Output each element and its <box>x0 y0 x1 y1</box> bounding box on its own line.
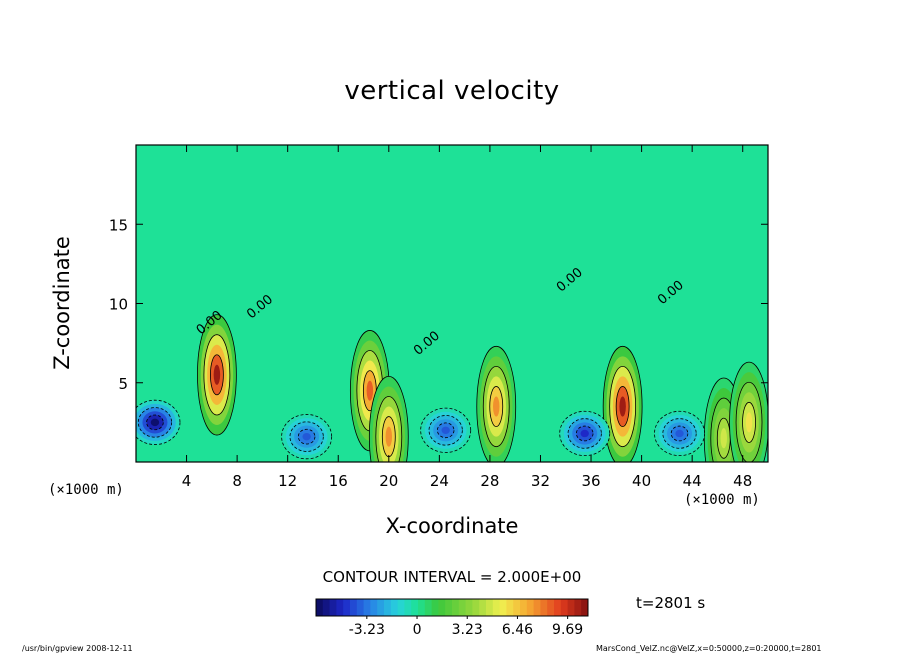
colorbar-tick-label: 9.69 <box>552 622 583 638</box>
colorbar-swatch <box>506 599 514 616</box>
colorbar-tick-label: -3.23 <box>349 622 385 638</box>
colorbar-swatch <box>397 599 405 616</box>
chart-title: vertical velocity <box>344 76 560 106</box>
colorbar-swatch <box>567 599 575 616</box>
colorbar-swatch <box>363 599 371 616</box>
velocity-cell <box>281 414 333 460</box>
x-tick-label: 16 <box>329 472 348 490</box>
velocity-cell <box>602 345 643 462</box>
velocity-cell <box>654 410 705 457</box>
x-tick-label: 20 <box>379 472 398 490</box>
footer-command: /usr/bin/gpview 2008-12-11 <box>22 644 133 653</box>
x-tick-label: 32 <box>531 472 550 490</box>
colorbar-swatch <box>316 599 324 616</box>
x-tick-label: 44 <box>683 472 702 490</box>
colorbar-swatch <box>418 599 426 616</box>
x-tick-label: 24 <box>430 472 449 490</box>
plot-area: 0.000.000.000.00 0.00 <box>136 145 768 462</box>
colorbar-swatch <box>445 599 453 616</box>
colorbar-swatch <box>411 599 419 616</box>
colorbar-swatch <box>499 599 507 616</box>
colorbar-swatch <box>581 599 589 616</box>
x-tick-label: 4 <box>182 472 192 490</box>
colorbar-swatch <box>479 599 487 616</box>
colorbar-swatch <box>472 599 480 616</box>
colorbar-swatch <box>540 599 548 616</box>
colorbar-swatch <box>329 599 337 616</box>
colorbar-swatch <box>492 599 501 616</box>
colorbar: -3.23 0 3.23 6.46 9.69 <box>315 598 589 638</box>
colorbar-tick-label: 0 <box>413 622 422 638</box>
colorbar-swatch <box>526 599 535 616</box>
x-tick-label: 12 <box>278 472 297 490</box>
colorbar-swatch <box>560 599 569 616</box>
velocity-cell <box>368 376 409 462</box>
colorbar-swatch <box>458 599 467 616</box>
colorbar-swatch <box>547 599 555 616</box>
y-tick-label: 10 <box>109 296 128 314</box>
x-tick-label: 48 <box>733 472 752 490</box>
colorbar-swatch <box>486 599 494 616</box>
x-unit-label-right: (×1000 m) <box>684 492 760 508</box>
x-tick-label: 28 <box>480 472 499 490</box>
footer-source: MarsCond_VelZ.nc@VelZ,x=0:50000,z=0:2000… <box>596 644 822 653</box>
y-tick-label: 15 <box>109 216 128 234</box>
x-axis-label: X-coordinate <box>385 514 519 538</box>
velocity-cell <box>476 345 517 462</box>
velocity-cell <box>559 410 611 457</box>
colorbar-swatch <box>384 599 392 616</box>
colorbar-swatch <box>377 599 385 616</box>
x-tick-label: 8 <box>232 472 242 490</box>
time-label: t=2801 s <box>636 594 706 612</box>
colorbar-swatch <box>574 599 582 616</box>
colorbar-swatch <box>322 599 331 616</box>
colorbar-swatch <box>431 599 439 616</box>
velocity-cell <box>197 314 237 436</box>
velocity-cell <box>136 399 181 445</box>
colorbar-swatch <box>533 599 541 616</box>
colorbar-swatch <box>356 599 365 616</box>
colorbar-swatch <box>336 599 344 616</box>
x-tick-label: 40 <box>632 472 651 490</box>
colorbar-swatch <box>350 599 358 616</box>
colorbar-swatch <box>438 599 446 616</box>
x-tick-label: 36 <box>581 472 600 490</box>
colorbar-swatch <box>404 599 412 616</box>
velocity-cell <box>729 361 768 462</box>
colorbar-swatch <box>370 599 378 616</box>
contour-interval-label: CONTOUR INTERVAL = 2.000E+00 <box>322 568 582 586</box>
colorbar-swatch <box>465 599 473 616</box>
colorbar-swatch <box>452 599 460 616</box>
colorbar-swatch <box>513 599 521 616</box>
colorbar-swatch <box>554 599 562 616</box>
colorbar-swatch <box>343 599 351 616</box>
colorbar-frame <box>315 598 589 617</box>
colorbar-swatch <box>424 599 433 616</box>
x-unit-label-left: (×1000 m) <box>48 482 124 498</box>
velocity-cell <box>420 407 472 453</box>
colorbar-tick-label: 6.46 <box>502 622 533 638</box>
colorbar-tick-label: 3.23 <box>452 622 483 638</box>
colorbar-swatch <box>520 599 528 616</box>
colorbar-swatch <box>390 599 399 616</box>
y-tick-label: 5 <box>118 375 128 393</box>
